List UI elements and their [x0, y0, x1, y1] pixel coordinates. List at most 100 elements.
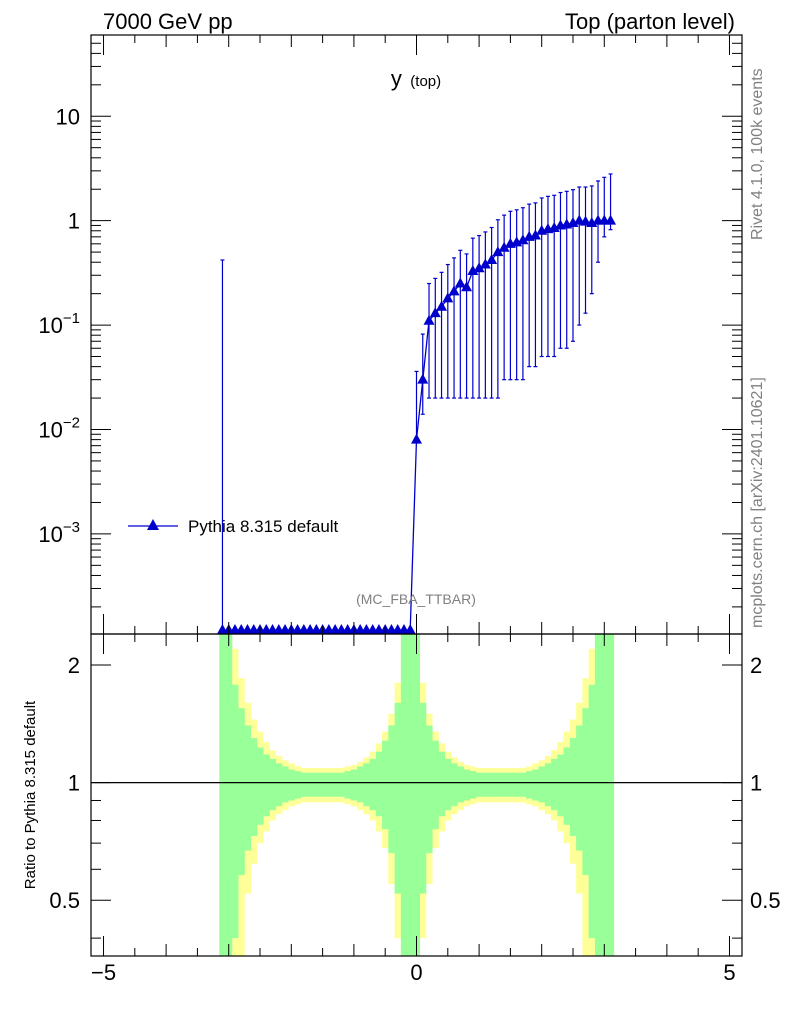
inner-band-bin [306, 772, 314, 797]
data-point [473, 262, 485, 273]
upper-y-tick-label: 10−3 [38, 519, 80, 547]
tick-exponent: −1 [63, 310, 80, 327]
data-point [436, 300, 448, 311]
inner-band-bin [557, 754, 565, 817]
inner-band-bin [475, 772, 483, 797]
inner-band-bin [532, 769, 539, 801]
ratio-y-tick-label-right: 1 [750, 771, 762, 796]
legend-label: Pythia 8.315 default [188, 517, 339, 536]
inner-band-bin [457, 766, 464, 803]
inner-band-bin [325, 772, 333, 797]
inner-band-bin [400, 634, 408, 956]
analysis-tag: (MC_FBA_TTBAR) [356, 591, 476, 607]
ratio-y-tick-label: 1 [68, 771, 80, 796]
data-point [479, 258, 491, 269]
upper-series-layer [216, 173, 617, 635]
tick-base: 10 [38, 417, 62, 442]
inner-band-bin [594, 634, 602, 956]
data-point [529, 229, 541, 240]
inner-band-bin [601, 634, 608, 956]
tick-base: 10 [38, 522, 62, 547]
data-point [492, 246, 504, 257]
inner-band-bin [288, 769, 295, 801]
inner-band-bin [463, 769, 471, 801]
ratio-y-tick-label: 0.5 [49, 888, 80, 913]
inner-band-bin [551, 758, 558, 811]
data-point [548, 222, 560, 233]
data-point [605, 214, 617, 225]
inner-band-bin [281, 766, 289, 803]
inner-band-bin [488, 772, 496, 797]
tick-exponent: −2 [63, 414, 80, 431]
legend: Pythia 8.315 default [128, 517, 339, 536]
mcplots-info: mcplots.cern.ch [arXiv:2401.10621] [749, 377, 766, 628]
inner-band-bin [350, 769, 358, 801]
data-point [429, 307, 441, 318]
inner-band-bin [375, 751, 383, 817]
inner-band-bin [319, 772, 327, 797]
inner-band-bin [526, 771, 533, 799]
upper-frame [90, 34, 743, 635]
inner-band-bin [394, 702, 402, 894]
upper-y-tick-label: 10−2 [38, 414, 80, 442]
data-point [486, 254, 498, 265]
tick-base: 10 [38, 313, 62, 338]
inner-band-bin [231, 684, 239, 939]
inner-band-bin [338, 772, 345, 797]
inner-band-bin [582, 708, 590, 876]
inner-band-bin [344, 771, 352, 799]
inner-band-bin [544, 763, 552, 807]
data-point [454, 277, 466, 288]
inner-band-bin [275, 763, 283, 807]
axis-ticks [91, 34, 742, 956]
inner-band-bin [519, 772, 527, 797]
inner-band-bin [294, 771, 302, 799]
data-point [448, 285, 460, 296]
inner-band-bin [482, 772, 489, 797]
plot-title-sub: (top) [410, 73, 441, 90]
data-point [498, 241, 510, 252]
x-tick-label: 0 [410, 960, 422, 985]
inner-band-bin [494, 772, 502, 797]
inner-band-bin [569, 738, 577, 837]
ratio-y-tick-label: 2 [68, 653, 80, 678]
upper-y-tick-label: 10 [56, 104, 80, 129]
rivet-info: Rivet 4.1.0, 100k events [749, 68, 766, 240]
data-point [423, 314, 435, 325]
data-point [461, 281, 473, 292]
data-point [417, 373, 429, 384]
inner-band-bin [501, 772, 508, 797]
inner-band-bin [363, 763, 370, 807]
inner-band-bin [225, 634, 233, 956]
ratio-y-tick-label-right: 0.5 [750, 888, 781, 913]
inner-band-bin [407, 634, 414, 956]
inner-band-bin [413, 634, 421, 956]
process-label: Top (parton level) [565, 9, 735, 34]
inner-band-bin [250, 738, 258, 837]
ratio-y-axis-label: Ratio to Pythia 8.315 default [22, 700, 39, 889]
inner-band-bin [382, 740, 389, 830]
inner-band-bin [507, 772, 514, 797]
inner-band-bin [244, 725, 252, 851]
inner-band-bin [256, 747, 264, 825]
inner-band-bin [607, 634, 615, 956]
ratio-bands [219, 634, 615, 956]
upper-y-tick-label: 1 [68, 209, 80, 234]
ratio-y-tick-label-right: 2 [750, 653, 762, 678]
legend-marker [147, 519, 159, 530]
data-point [404, 624, 416, 635]
inner-band-bin [219, 634, 226, 956]
inner-band-bin [563, 747, 571, 825]
inner-band-bin [444, 758, 452, 811]
plot-title: y (top) [391, 66, 441, 91]
upper-y-tick-label: 10−1 [38, 310, 80, 338]
data-point [517, 234, 529, 245]
inner-band-bin [576, 725, 583, 851]
inner-band-bin [588, 684, 596, 939]
collision-label: 7000 GeV pp [103, 9, 233, 34]
inner-band-bin [513, 772, 521, 797]
inner-band-bin [538, 766, 546, 803]
inner-band-bin [425, 725, 433, 854]
